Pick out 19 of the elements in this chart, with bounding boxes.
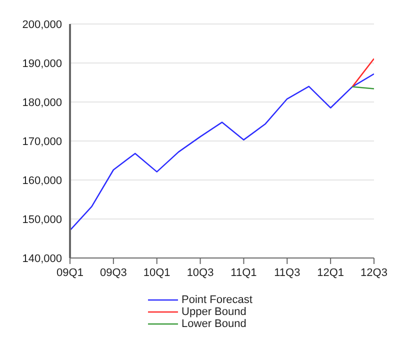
- x-tick-label: 10Q1: [143, 267, 170, 279]
- y-tick-label: 190,000: [22, 58, 62, 70]
- y-tick-label: 200,000: [22, 18, 62, 31]
- x-tick-label: 10Q3: [186, 267, 214, 279]
- y-tick-label: 160,000: [22, 174, 62, 187]
- x-tick-label: 12Q3: [360, 267, 388, 279]
- legend-label: Point Forecast: [182, 294, 252, 306]
- x-tick-label: 12Q1: [317, 267, 344, 279]
- x-tick-label: 11Q3: [274, 267, 300, 279]
- line-series: [70, 73, 374, 231]
- legend-label: Upper Bound: [182, 306, 246, 318]
- legend-label: Lower Bound: [182, 318, 246, 330]
- y-tick-label: 140,000: [22, 252, 62, 265]
- x-tick-label: 09Q1: [56, 267, 84, 279]
- x-tick-label: 09Q3: [100, 267, 127, 279]
- x-tick-label: 11Q1: [230, 267, 257, 279]
- y-tick-label: 150,000: [22, 214, 62, 226]
- y-tick-label: 170,000: [22, 136, 62, 148]
- y-tick-label: 180,000: [22, 96, 62, 109]
